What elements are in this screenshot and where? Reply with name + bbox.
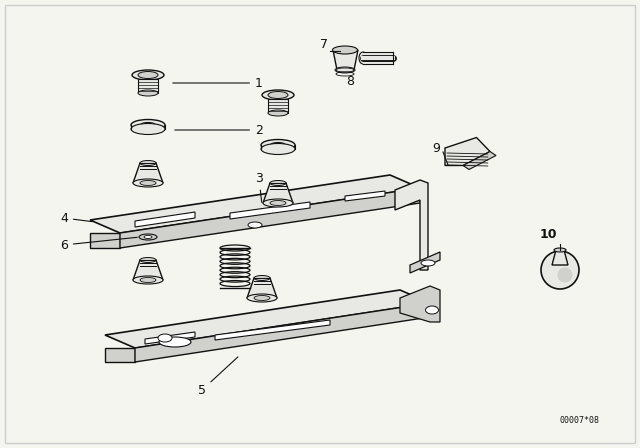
Ellipse shape	[268, 91, 288, 99]
Ellipse shape	[138, 72, 158, 78]
Text: 7: 7	[320, 38, 328, 51]
Polygon shape	[138, 79, 158, 93]
Ellipse shape	[261, 139, 295, 151]
Polygon shape	[410, 252, 440, 273]
Ellipse shape	[335, 67, 355, 73]
Polygon shape	[133, 163, 163, 183]
Polygon shape	[133, 260, 163, 280]
Ellipse shape	[248, 222, 262, 228]
Ellipse shape	[270, 181, 286, 185]
Text: 4: 4	[60, 211, 92, 224]
Ellipse shape	[131, 120, 165, 130]
Ellipse shape	[554, 248, 566, 252]
Polygon shape	[120, 188, 420, 248]
Ellipse shape	[247, 294, 277, 302]
Ellipse shape	[541, 251, 579, 289]
Ellipse shape	[133, 179, 163, 187]
Text: 3: 3	[255, 172, 263, 202]
Ellipse shape	[263, 199, 293, 207]
Polygon shape	[268, 99, 288, 113]
Polygon shape	[345, 191, 385, 201]
Text: 2: 2	[175, 124, 263, 137]
Ellipse shape	[140, 181, 156, 185]
Polygon shape	[105, 290, 430, 348]
Ellipse shape	[270, 201, 286, 206]
Polygon shape	[263, 183, 293, 203]
Polygon shape	[90, 233, 120, 248]
Ellipse shape	[268, 110, 288, 116]
Ellipse shape	[159, 337, 191, 347]
Polygon shape	[400, 286, 440, 322]
Ellipse shape	[426, 306, 438, 314]
Polygon shape	[135, 303, 430, 362]
Ellipse shape	[131, 124, 165, 134]
Polygon shape	[463, 151, 496, 169]
Text: 6: 6	[60, 237, 137, 251]
Ellipse shape	[333, 46, 358, 54]
Polygon shape	[135, 212, 195, 227]
Ellipse shape	[133, 276, 163, 284]
Ellipse shape	[138, 90, 158, 96]
Polygon shape	[395, 180, 428, 270]
Ellipse shape	[254, 276, 270, 280]
Ellipse shape	[261, 143, 295, 155]
Text: 5: 5	[198, 357, 238, 396]
Text: 10: 10	[540, 228, 557, 241]
Polygon shape	[90, 175, 420, 233]
Ellipse shape	[140, 258, 156, 263]
Ellipse shape	[359, 52, 367, 64]
Polygon shape	[445, 138, 490, 165]
Ellipse shape	[262, 90, 294, 100]
Ellipse shape	[140, 160, 156, 165]
Polygon shape	[105, 348, 135, 362]
Ellipse shape	[158, 334, 172, 342]
Ellipse shape	[141, 122, 156, 128]
Ellipse shape	[132, 70, 164, 80]
Polygon shape	[215, 320, 330, 340]
Text: 00007*08: 00007*08	[560, 416, 600, 425]
Text: 1: 1	[173, 77, 263, 90]
Polygon shape	[552, 250, 568, 265]
Polygon shape	[145, 332, 195, 344]
Ellipse shape	[557, 267, 573, 283]
Ellipse shape	[254, 296, 270, 301]
Ellipse shape	[144, 236, 152, 238]
Ellipse shape	[421, 260, 435, 266]
Polygon shape	[247, 278, 277, 298]
Ellipse shape	[271, 142, 285, 147]
Polygon shape	[230, 202, 310, 219]
Text: 8: 8	[346, 75, 354, 88]
Ellipse shape	[139, 234, 157, 240]
Polygon shape	[333, 50, 358, 70]
Bar	[363, 52, 393, 64]
Text: 9: 9	[432, 142, 440, 155]
Ellipse shape	[140, 277, 156, 283]
